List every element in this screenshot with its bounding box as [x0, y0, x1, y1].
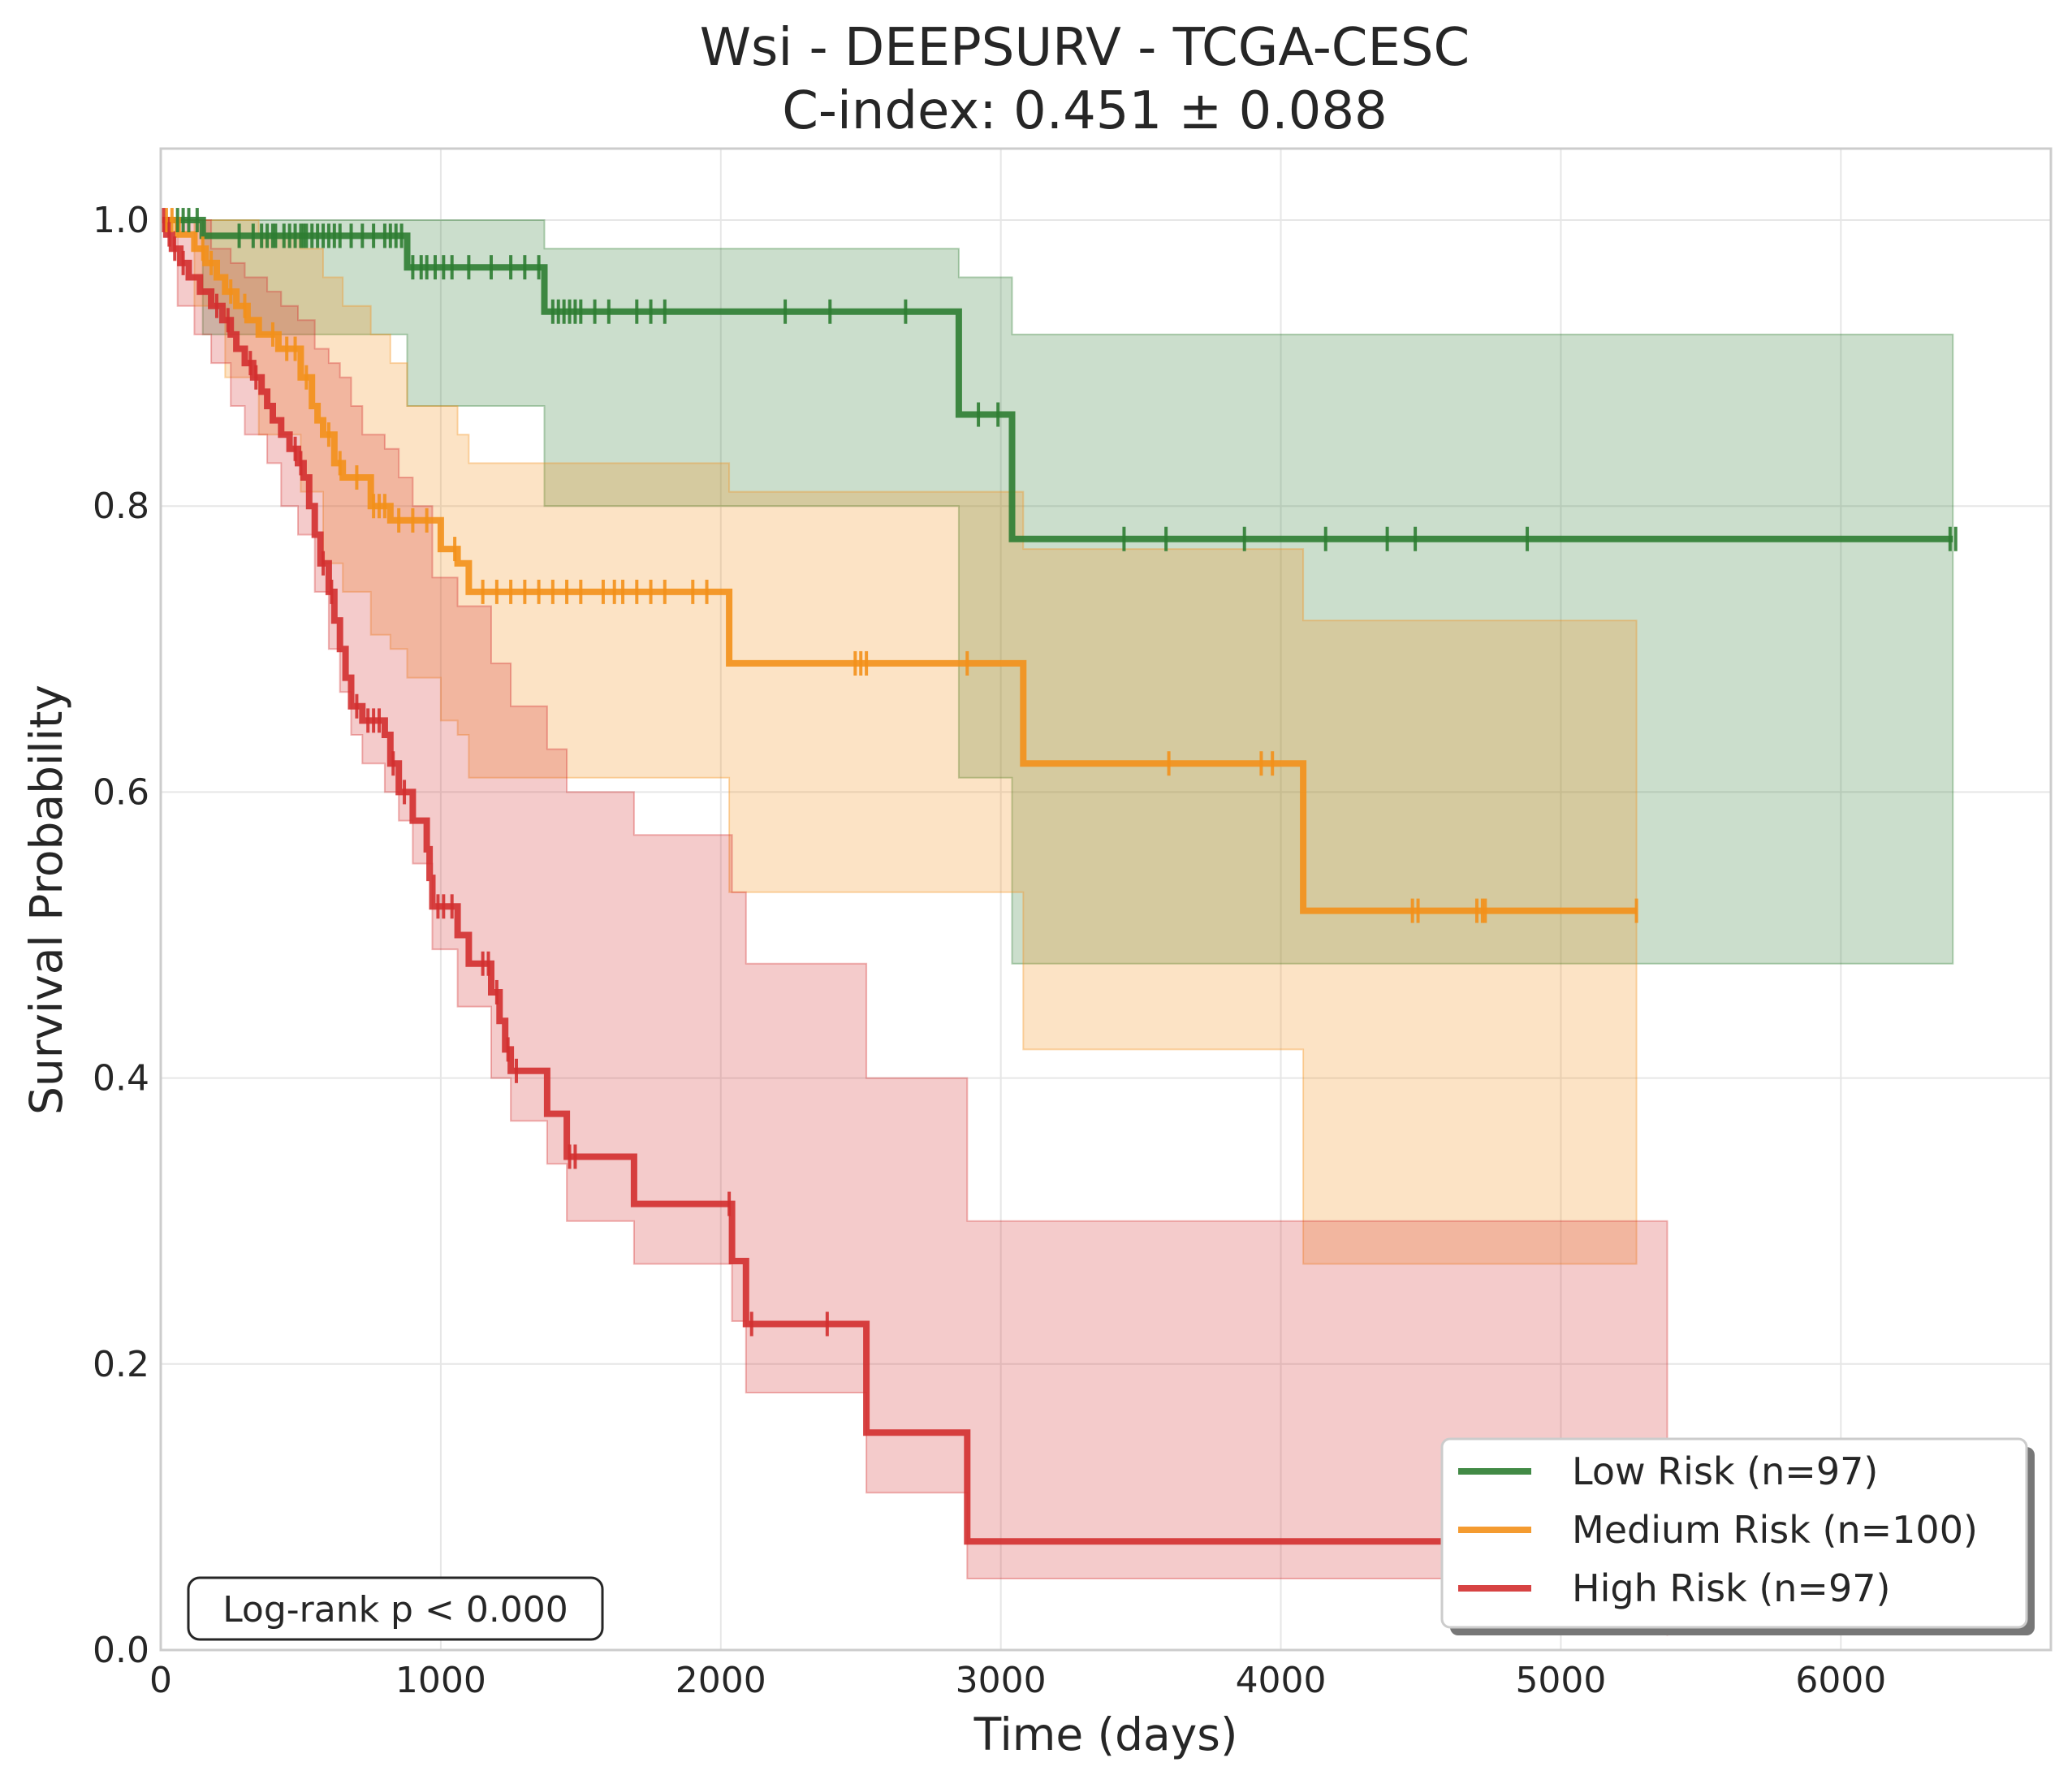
chart-title: Wsi - DEEPSURV - TCGA-CESC — [700, 18, 1470, 78]
x-axis-label: Time (days) — [973, 1708, 1238, 1760]
survival-curve-0 — [161, 217, 1953, 542]
legend-label-2: High Risk (n=97) — [1572, 1566, 1890, 1610]
y-tick-label: 0.6 — [93, 771, 149, 813]
annotation-text: Log-rank p < 0.000 — [222, 1589, 568, 1631]
y-tick-label: 0.0 — [93, 1630, 149, 1671]
logrank-annotation: Log-rank p < 0.000 — [187, 1576, 604, 1641]
legend-label-0: Low Risk (n=97) — [1572, 1449, 1878, 1493]
y-tick-label: 0.8 — [93, 486, 149, 527]
survival-curve-1 — [161, 217, 1637, 914]
x-tick-label: 0 — [149, 1660, 172, 1701]
confidence-band-0 — [161, 219, 1954, 965]
annotation-box — [187, 1576, 604, 1641]
x-tick-label: 4000 — [1236, 1660, 1327, 1701]
y-tick-label: 1.0 — [93, 200, 149, 241]
survival-curves — [161, 217, 1953, 1545]
legend-label-1: Medium Risk (n=100) — [1572, 1508, 1978, 1552]
y-tick-label: 0.4 — [93, 1058, 149, 1099]
legend: Low Risk (n=97) Medium Risk (n=100) High R… — [1440, 1437, 2035, 1635]
x-tick-label: 5000 — [1515, 1660, 1606, 1701]
x-tick-label: 2000 — [676, 1660, 766, 1701]
plot-frame — [159, 147, 2053, 1652]
chart-subtitle: C-index: 0.451 ± 0.088 — [782, 81, 1388, 141]
tick-labels: 0 1000 2000 3000 4000 5000 6000 0.0 0.2 0.4 0.6 0.8… — [93, 200, 1886, 1701]
censor-marks — [162, 208, 1958, 1337]
x-tick-label: 1000 — [395, 1660, 486, 1701]
legend-box — [1440, 1437, 2028, 1629]
y-axis-label: Survival Probability — [20, 685, 72, 1115]
confidence-bands — [161, 219, 1954, 1636]
y-tick-label: 0.2 — [93, 1344, 149, 1385]
survival-curve-2 — [161, 217, 1668, 1545]
x-tick-label: 3000 — [956, 1660, 1047, 1701]
x-tick-label: 6000 — [1795, 1660, 1886, 1701]
